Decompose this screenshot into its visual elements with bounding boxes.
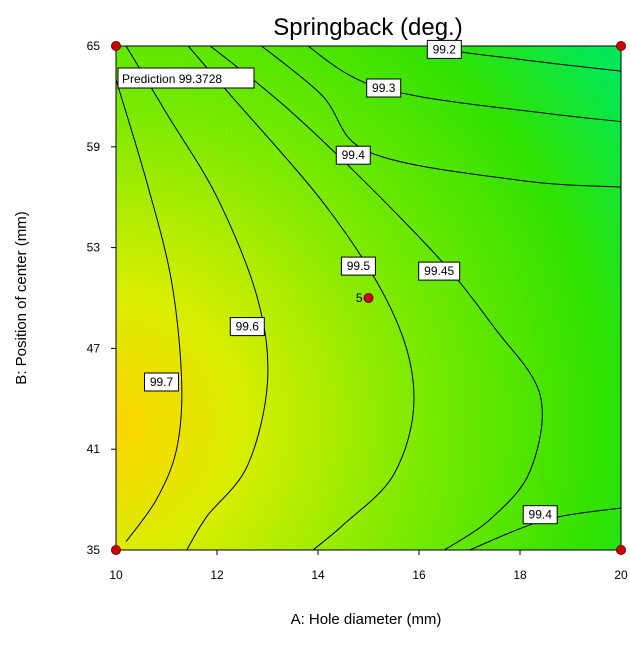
contour-label: 99.2 xyxy=(433,42,457,56)
design-point xyxy=(363,293,374,303)
design-point xyxy=(616,41,626,51)
contour-line xyxy=(427,46,621,72)
contour-label-box xyxy=(418,261,461,281)
y-tick-label: 53 xyxy=(87,241,101,255)
contour-label: 99.7 xyxy=(150,375,174,389)
x-axis-title: A: Hole diameter (mm) xyxy=(291,611,442,628)
x-tick-label: 12 xyxy=(210,568,224,582)
prediction-flag: Prediction 99.3728 xyxy=(117,67,255,89)
contour-label: 99.4 xyxy=(342,148,366,162)
y-tick-label: 59 xyxy=(87,140,101,154)
contour-label-box xyxy=(229,317,265,337)
contour-label: 99.45 xyxy=(424,264,454,278)
contour-label: 99.5 xyxy=(347,259,371,273)
x-tick-label: 14 xyxy=(311,568,325,582)
design-points: 5 xyxy=(111,41,626,555)
design-point-label: 5 xyxy=(356,291,363,305)
design-point xyxy=(111,41,121,51)
contour-label-box xyxy=(340,256,376,276)
contour-labels: 99.7 99.6 99.5 99.45 99.4 99.3 99.2 99.4 xyxy=(144,39,558,525)
y-axis-title: B: Position of center (mm) xyxy=(13,211,30,384)
contour-label-box xyxy=(366,78,402,98)
contour-line xyxy=(209,46,543,550)
design-point xyxy=(616,545,626,555)
contour-label: 99.4 xyxy=(529,508,553,522)
y-tick-label: 65 xyxy=(87,39,101,53)
contour-label-box xyxy=(144,372,179,392)
y-tick-label: 35 xyxy=(87,543,101,557)
contour-label: 99.6 xyxy=(236,320,260,334)
contour-label-box xyxy=(522,505,558,525)
contour-line xyxy=(116,79,183,542)
x-tick-label: 18 xyxy=(513,568,527,582)
contour-line xyxy=(307,46,621,123)
x-tick-label: 10 xyxy=(109,568,123,582)
design-point xyxy=(111,545,121,555)
x-tick-label: 16 xyxy=(412,568,426,582)
contour-label-box xyxy=(426,39,462,59)
contour-label-box xyxy=(335,145,371,165)
x-tick-label: 20 xyxy=(614,568,628,582)
y-tick-label: 47 xyxy=(87,341,101,355)
prediction-box xyxy=(117,67,255,89)
prediction-text: Prediction 99.3728 xyxy=(122,72,222,86)
contour-label: 99.3 xyxy=(372,81,396,95)
x-axis: 10 12 14 16 18 20 xyxy=(109,550,628,582)
chart-title: Springback (deg.) xyxy=(273,14,462,41)
y-axis: 35 41 47 53 59 65 xyxy=(87,39,116,557)
y-tick-label: 41 xyxy=(87,442,101,456)
